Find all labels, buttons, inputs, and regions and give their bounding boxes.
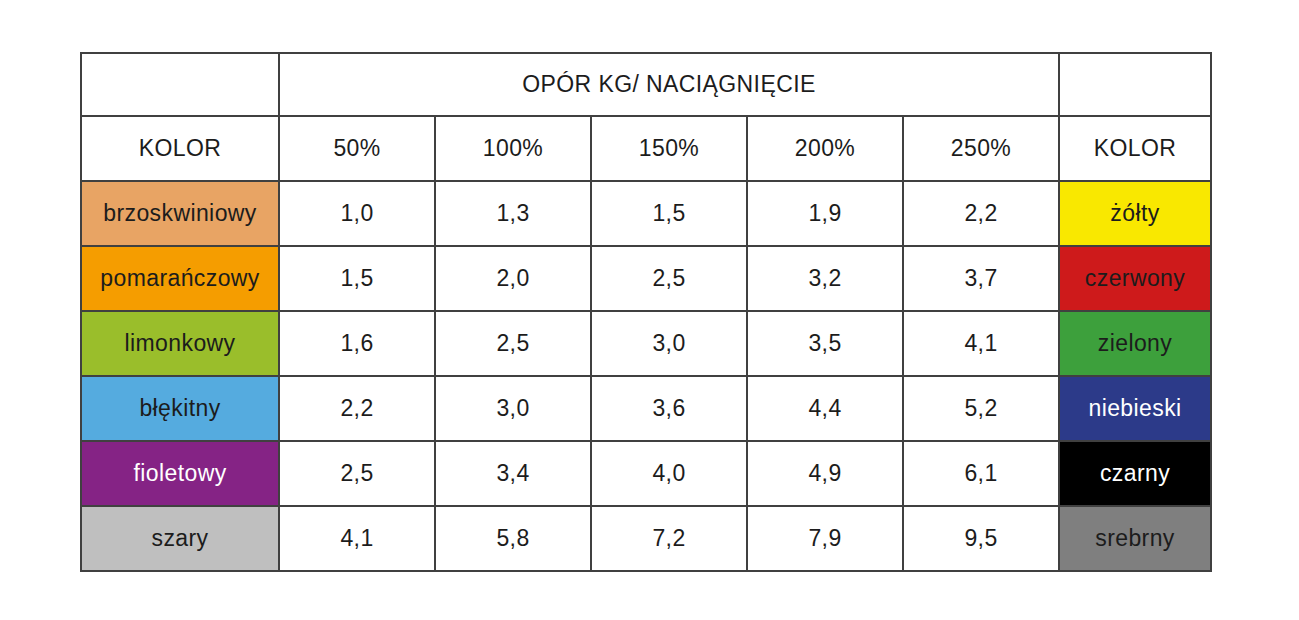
value-cell: 1,0	[279, 181, 435, 246]
color-swatch-cell-right: niebieski	[1059, 376, 1211, 441]
color-swatch-cell-left: fioletowy	[81, 441, 279, 506]
column-header-250: 250%	[903, 116, 1059, 181]
value-cell: 2,5	[591, 246, 747, 311]
column-header-kolor-right: KOLOR	[1059, 116, 1211, 181]
value-cell: 7,2	[591, 506, 747, 571]
title-row: OPÓR KG/ NACIĄGNIĘCIE	[81, 53, 1211, 116]
value-cell: 1,9	[747, 181, 903, 246]
value-cell: 2,2	[279, 376, 435, 441]
value-cell: 5,8	[435, 506, 591, 571]
value-cell: 4,1	[903, 311, 1059, 376]
value-cell: 6,1	[903, 441, 1059, 506]
column-header-row: KOLOR 50% 100% 150% 200% 250% KOLOR	[81, 116, 1211, 181]
color-swatch-cell-right: żółty	[1059, 181, 1211, 246]
column-header-kolor-left: KOLOR	[81, 116, 279, 181]
table-row: fioletowy2,53,44,04,96,1czarny	[81, 441, 1211, 506]
color-swatch-cell-right: zielony	[1059, 311, 1211, 376]
color-swatch-cell-left: szary	[81, 506, 279, 571]
page: OPÓR KG/ NACIĄGNIĘCIE KOLOR 50% 100% 150…	[0, 0, 1299, 620]
value-cell: 3,0	[591, 311, 747, 376]
value-cell: 9,5	[903, 506, 1059, 571]
table-row: pomarańczowy1,52,02,53,23,7czerwony	[81, 246, 1211, 311]
value-cell: 7,9	[747, 506, 903, 571]
column-header-150: 150%	[591, 116, 747, 181]
empty-corner-left	[81, 53, 279, 116]
value-cell: 3,7	[903, 246, 1059, 311]
value-cell: 1,3	[435, 181, 591, 246]
table-row: limonkowy1,62,53,03,54,1zielony	[81, 311, 1211, 376]
value-cell: 2,2	[903, 181, 1059, 246]
color-swatch-cell-left: limonkowy	[81, 311, 279, 376]
value-cell: 1,5	[591, 181, 747, 246]
resistance-table: OPÓR KG/ NACIĄGNIĘCIE KOLOR 50% 100% 150…	[80, 52, 1212, 572]
value-cell: 2,5	[435, 311, 591, 376]
value-cell: 4,9	[747, 441, 903, 506]
value-cell: 3,6	[591, 376, 747, 441]
value-cell: 1,6	[279, 311, 435, 376]
value-cell: 3,0	[435, 376, 591, 441]
column-header-100: 100%	[435, 116, 591, 181]
value-cell: 2,5	[279, 441, 435, 506]
value-cell: 3,4	[435, 441, 591, 506]
table-row: szary4,15,87,27,99,5srebrny	[81, 506, 1211, 571]
table-row: błękitny2,23,03,64,45,2niebieski	[81, 376, 1211, 441]
value-cell: 5,2	[903, 376, 1059, 441]
color-swatch-cell-right: czerwony	[1059, 246, 1211, 311]
color-swatch-cell-left: błękitny	[81, 376, 279, 441]
color-swatch-cell-left: brzoskwiniowy	[81, 181, 279, 246]
color-swatch-cell-right: srebrny	[1059, 506, 1211, 571]
value-cell: 3,2	[747, 246, 903, 311]
value-cell: 2,0	[435, 246, 591, 311]
value-cell: 4,0	[591, 441, 747, 506]
color-swatch-cell-right: czarny	[1059, 441, 1211, 506]
column-header-200: 200%	[747, 116, 903, 181]
value-cell: 4,1	[279, 506, 435, 571]
empty-corner-right	[1059, 53, 1211, 116]
value-cell: 3,5	[747, 311, 903, 376]
value-cell: 4,4	[747, 376, 903, 441]
table-row: brzoskwiniowy1,01,31,51,92,2żółty	[81, 181, 1211, 246]
column-header-50: 50%	[279, 116, 435, 181]
value-cell: 1,5	[279, 246, 435, 311]
color-swatch-cell-left: pomarańczowy	[81, 246, 279, 311]
table-title: OPÓR KG/ NACIĄGNIĘCIE	[279, 53, 1059, 116]
